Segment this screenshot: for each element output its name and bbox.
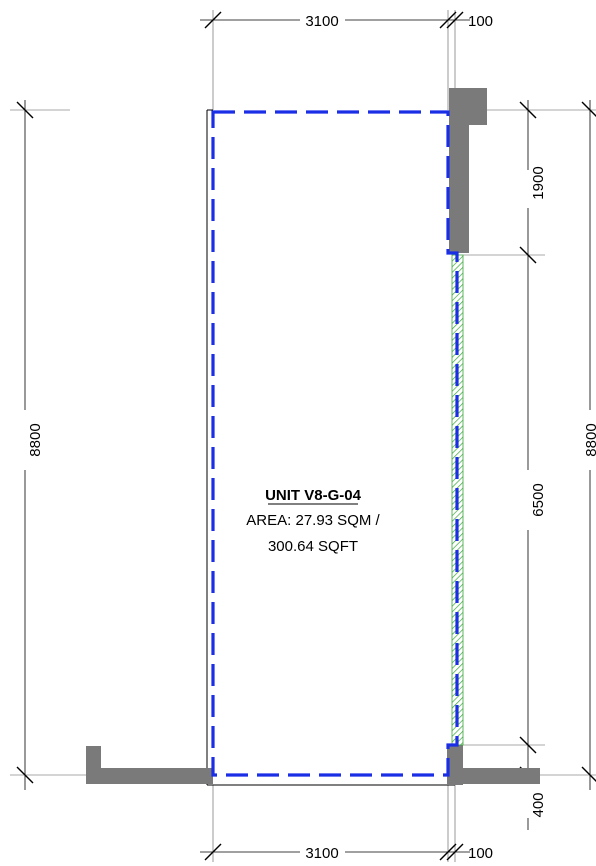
right-upper-label: 1900 [530, 166, 547, 199]
wall-bottom-right [447, 768, 540, 784]
left-height-label: 8800 [27, 423, 44, 456]
wall-right-upper [449, 88, 469, 253]
top-width-label: 3100 [305, 13, 338, 30]
unit-boundary [211, 110, 459, 777]
bottom-width-label: 3100 [305, 845, 338, 862]
bottom-dimension: 3100 100 [200, 785, 493, 862]
unit-name: UNIT V8-G-04 [265, 487, 362, 504]
bottom-wall-label: 100 [468, 845, 493, 862]
left-dimension: 8800 [10, 100, 95, 790]
right-middle-label: 6500 [530, 483, 547, 516]
walls [86, 88, 540, 785]
wall-bottom-left [86, 768, 213, 784]
unit-area-sqm: AREA: 27.93 SQM / [246, 512, 380, 529]
right-lower-label: 400 [530, 792, 547, 817]
room-outline [206, 109, 455, 786]
right-dimension: 1900 6500 400 8800 [463, 100, 596, 830]
unit-label: UNIT V8-G-04 AREA: 27.93 SQM / 300.64 SQ… [246, 487, 380, 555]
top-wall-label: 100 [468, 13, 493, 30]
unit-area-sqft: 300.64 SQFT [268, 538, 358, 555]
right-height-label: 8800 [583, 423, 596, 456]
top-dimension: 3100 100 [200, 10, 493, 110]
